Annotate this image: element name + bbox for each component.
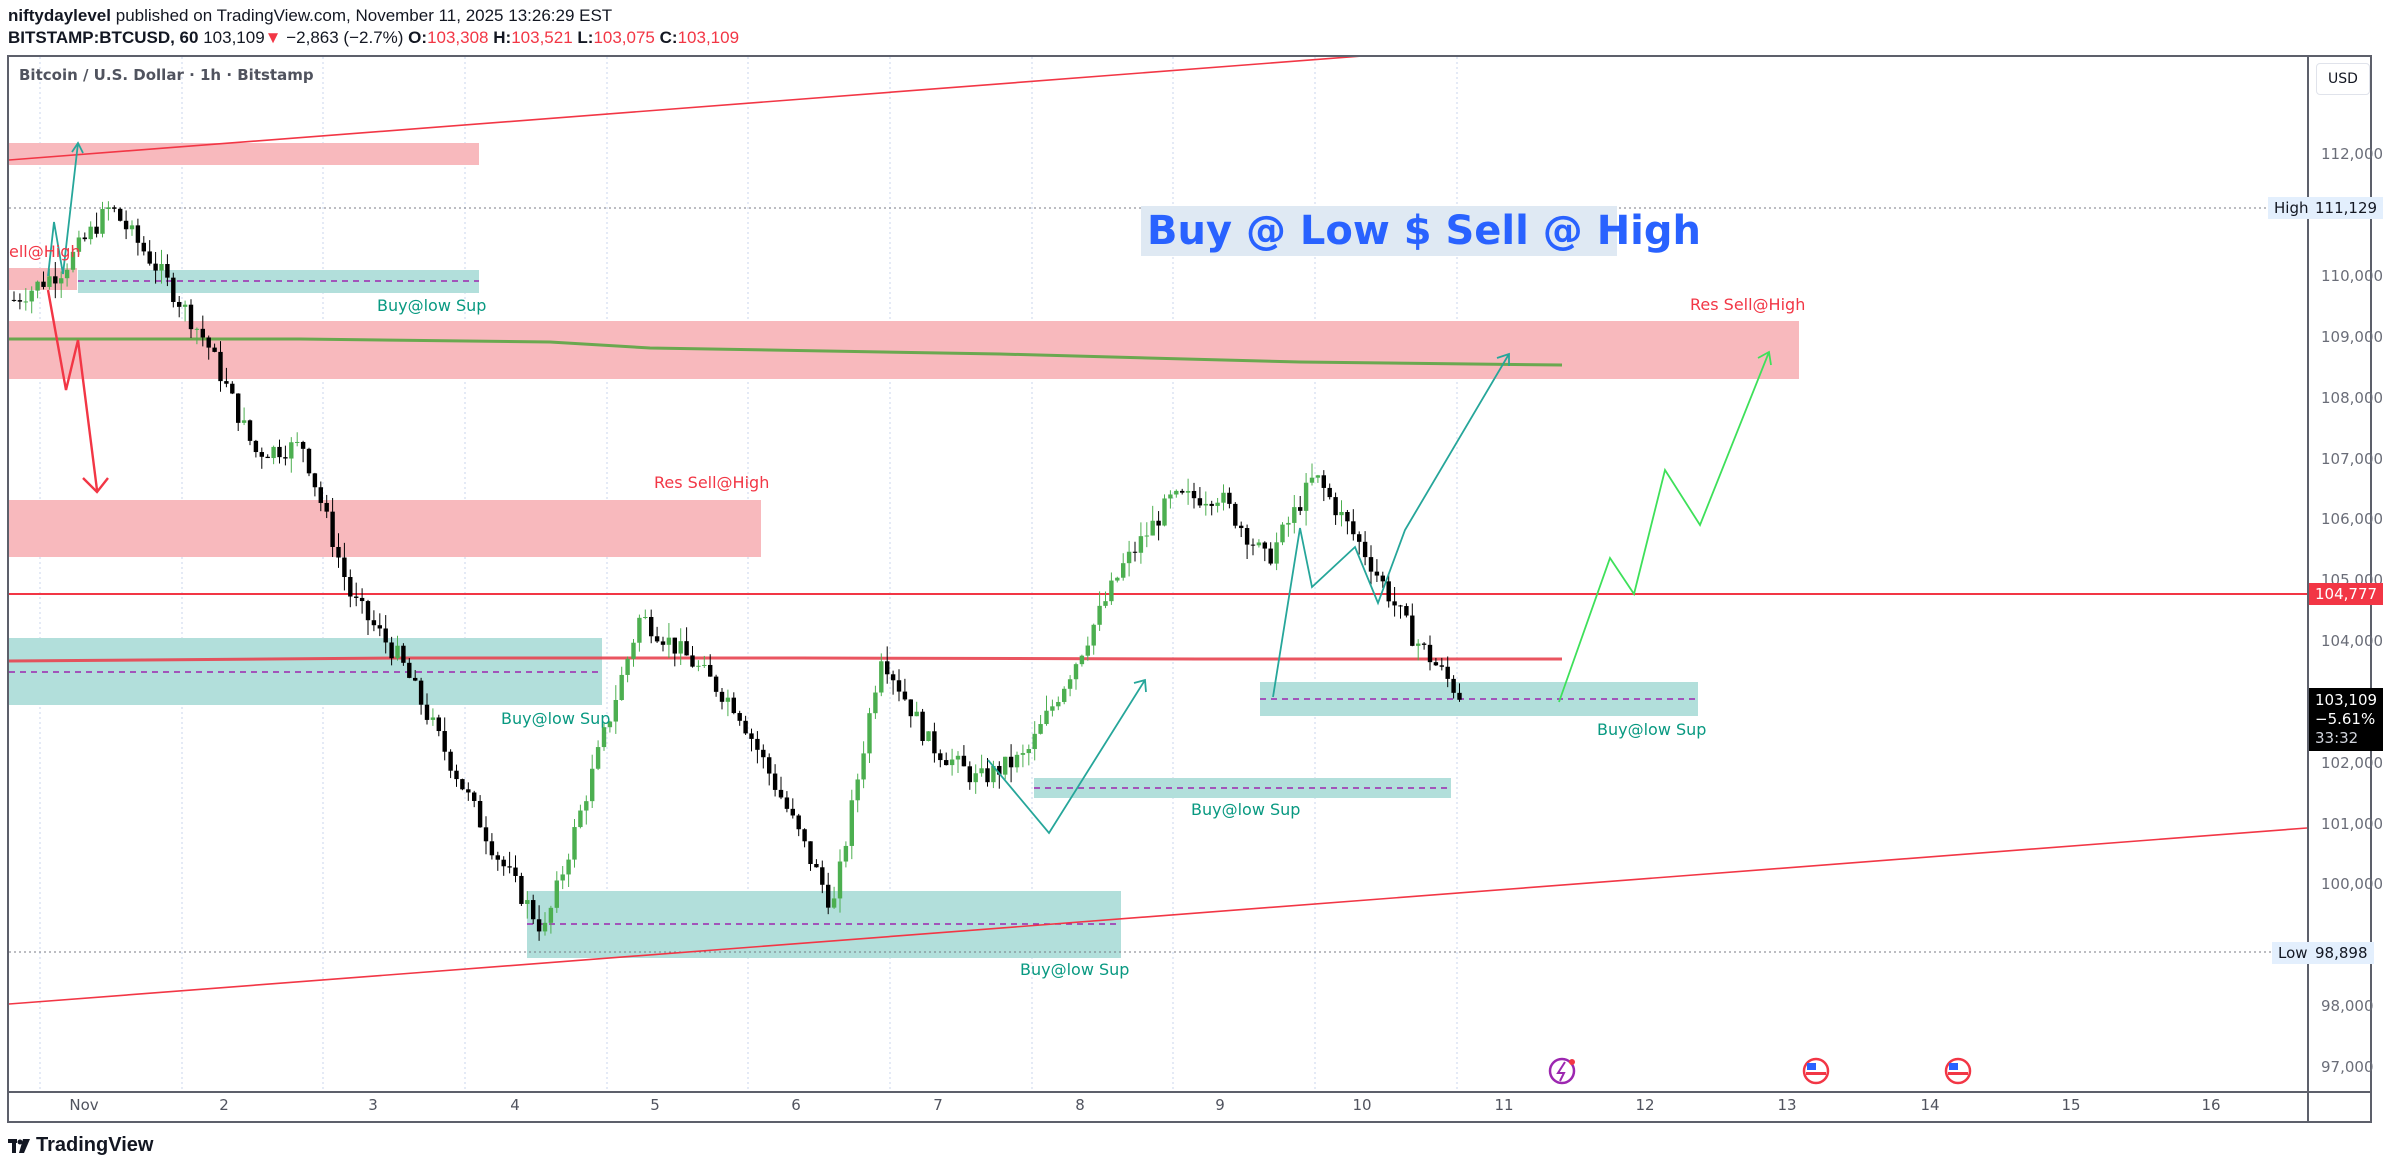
low-label-tag: Low [2272,942,2314,964]
time-tick: Nov [69,1096,99,1114]
time-tick: 10 [1352,1096,1372,1114]
candlesticks [11,201,1462,941]
high-label-tag: High [2268,197,2315,219]
upper-trendline [9,57,1360,161]
price-tick: 108,000 [2321,389,2384,407]
time-tick: 8 [1075,1096,1085,1114]
time-tick: 6 [791,1096,801,1114]
current-price: 103,109 [2315,691,2378,709]
current-price-tag: 103,109 −5.61% 33:32 [2309,688,2384,751]
price-tick: 109,000 [2321,328,2384,346]
price-tick: 97,000 [2321,1058,2374,1076]
high-value-tag: 111,129 [2309,197,2384,219]
low-value: 103,075 [593,28,655,47]
low-value-tag: 98,898 [2309,942,2374,964]
buy-low-sup-label-5[interactable]: Buy@low Sup [1597,720,1707,739]
price-tick: 102,000 [2321,754,2384,772]
time-tick: 7 [933,1096,943,1114]
time-tick: 11 [1494,1096,1514,1114]
resistance-zone-mid [9,500,761,557]
tradingview-logo[interactable]: TradingView [8,1134,153,1157]
price-tick: 104,000 [2321,632,2384,650]
price-tick: 106,000 [2321,510,2384,528]
price-tick: 98,000 [2321,997,2374,1015]
time-tick: 9 [1215,1096,1225,1114]
publish-info: niftydaylevel published on TradingView.c… [8,6,612,26]
publisher-name[interactable]: niftydaylevel [8,6,111,25]
bar-countdown: 33:32 [2315,729,2359,747]
price-tick: 112,000 [2321,145,2384,163]
time-tick: 14 [1920,1096,1940,1114]
low-label: L: [577,28,594,47]
support-zone-4 [1034,778,1451,798]
price-tick: 110,000 [2321,267,2384,285]
price-change: −2,863 (−2.7%) [286,28,404,47]
buy-low-sup-label-3[interactable]: Buy@low Sup [1020,960,1130,979]
sell-high-label-left[interactable]: ell@High [9,242,81,261]
price-tick: 107,000 [2321,450,2384,468]
price-tick: 101,000 [2321,815,2384,833]
open-value: 103,308 [427,28,489,47]
red-projection [46,289,99,491]
earnings-flash-icon[interactable] [1548,1057,1576,1085]
time-tick: 13 [1777,1096,1797,1114]
red-ma-line [9,656,1562,663]
res-sell-high-label-right[interactable]: Res Sell@High [1690,295,1806,314]
green-ma-line [9,337,1563,367]
teal-projection-mid [987,679,1146,835]
buy-low-sup-label-2[interactable]: Buy@low Sup [501,709,611,728]
down-arrow-icon: ▼ [264,28,282,47]
brand-name: TradingView [36,1134,154,1156]
time-tick: 3 [368,1096,378,1114]
open-label: O: [408,28,428,47]
res-sell-high-label-mid[interactable]: Res Sell@High [654,473,770,492]
tradingview-logo-icon [8,1138,30,1153]
close-value: 103,109 [677,28,740,47]
currency-button[interactable]: USD [2316,63,2370,95]
buy-low-sup-label-1[interactable]: Buy@low Sup [377,296,487,315]
symbol-ohlc-line: BITSTAMP:BTCUSD, 60 103,109▼ −2,863 (−2.… [8,28,739,48]
support-zone-2 [9,638,602,705]
price-tick: 100,000 [2321,875,2384,893]
us-flag-event-icon[interactable] [1944,1057,1972,1085]
time-tick: 15 [2061,1096,2081,1114]
last-price: 103,109 [203,28,265,47]
time-tick: 5 [650,1096,660,1114]
time-tick: 12 [1635,1096,1655,1114]
symbol-name: BITSTAMP:BTCUSD, 60 [8,28,199,47]
resistance-zone-top [9,143,479,165]
teal-projection-right [1272,353,1510,698]
teal-projection-left [47,142,79,277]
publish-text: published on TradingView.com, November 1… [115,6,613,25]
close-label: C: [659,28,678,47]
buy-low-sup-label-4[interactable]: Buy@low Sup [1191,800,1301,819]
lower-trendline [9,827,2307,1005]
main-title-annotation[interactable]: Buy @ Low $ Sell @ High [1141,206,1701,256]
current-change: −5.61% [2315,710,2376,728]
high-label: H: [493,28,512,47]
time-tick: 4 [510,1096,520,1114]
level-price-tag: 104,777 [2309,583,2384,605]
time-tick: 2 [219,1096,229,1114]
high-value: 103,521 [511,28,573,47]
time-tick: 16 [2201,1096,2221,1114]
green-projection [1558,351,1770,703]
red-arrow-head-icon [82,477,109,494]
us-flag-event-icon[interactable] [1802,1057,1830,1085]
chart-legend-title: Bitcoin / U.S. Dollar · 1h · Bitstamp [19,66,314,84]
